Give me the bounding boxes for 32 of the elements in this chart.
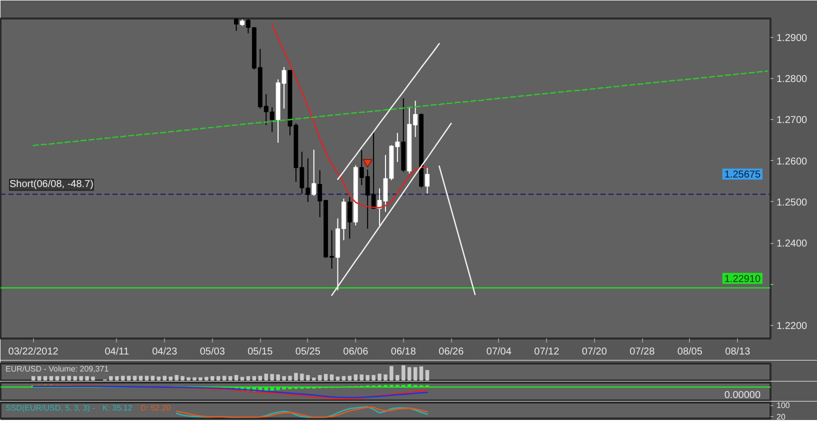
annotation: 1.25675 <box>724 170 761 181</box>
series-label: D: 52.20 <box>140 404 172 412</box>
chart-title: EUR/USD - Volume: 209,371 <box>6 364 110 374</box>
y-tick-label: 1.2400 <box>776 238 808 250</box>
y-tick-label: 1.2500 <box>776 197 808 208</box>
x-tick-label: 08/13 <box>725 346 751 358</box>
chart-title: SSD(EUR/USD, 5, 3, 3) - <box>6 404 96 412</box>
x-tick-label: 05/03 <box>200 346 226 358</box>
x-tick-label: 04/11 <box>104 346 130 358</box>
x-tick-label: 07/12 <box>534 346 560 358</box>
x-tick-label: 06/06 <box>343 346 369 358</box>
x-tick-label: 04/23 <box>152 346 178 358</box>
x-tick-label: 06/18 <box>390 346 416 358</box>
x-tick-label: 05/25 <box>295 346 321 358</box>
y-tick-label: 20 <box>776 412 786 422</box>
ref-line-label: 0.00000 <box>724 390 761 402</box>
y-tick-label: 1.2800 <box>776 74 808 86</box>
y-tick-label: 100 <box>776 401 790 410</box>
y-tick-label: 1.2200 <box>776 320 808 332</box>
y-tick-label: 1.2900 <box>776 32 808 44</box>
x-tick-label: 07/28 <box>630 346 656 358</box>
x-tick-label: 03/22/2012 <box>8 346 59 358</box>
x-tick-label: 08/05 <box>677 346 703 358</box>
x-tick-label: 07/20 <box>582 346 608 358</box>
y-tick-label: 1.2600 <box>776 156 808 168</box>
y-tick-label: 1.2700 <box>776 115 808 126</box>
text: K: 35.12 <box>102 404 133 412</box>
x-tick-label: 07/04 <box>486 346 512 358</box>
ref-line-label: Short(06/08, -48.7) <box>10 179 94 190</box>
x-tick-label: 05/15 <box>248 346 274 358</box>
x-tick-label: 06/26 <box>438 346 464 358</box>
ref-line-label: 1.22910 <box>724 274 761 285</box>
